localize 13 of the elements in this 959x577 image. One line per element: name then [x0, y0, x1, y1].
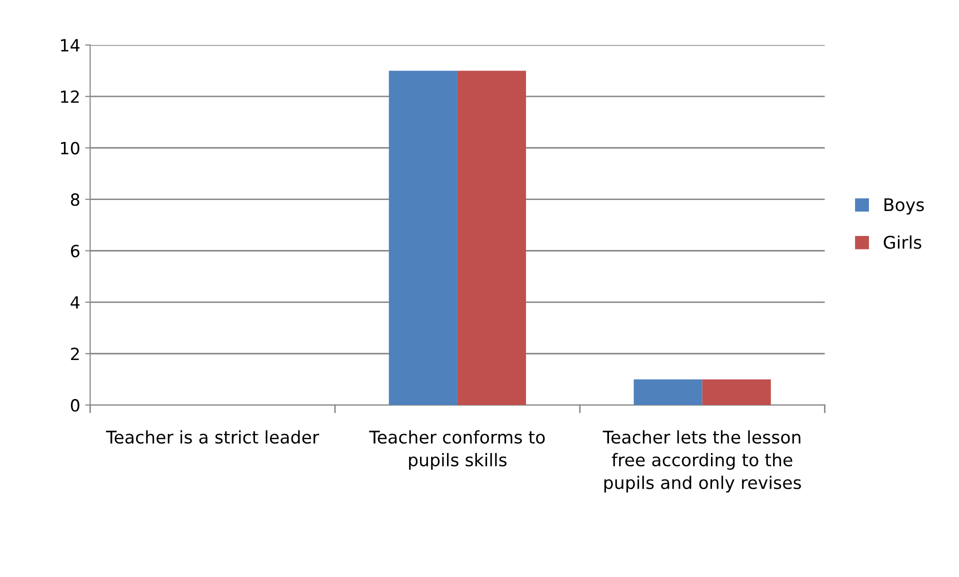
- y-tick-label: 6: [70, 244, 80, 258]
- y-tick-label: 2: [71, 348, 79, 360]
- y-tick-label: 10: [61, 142, 80, 154]
- y-tick-label: 0: [70, 399, 80, 412]
- y-tick-label: 4: [70, 296, 80, 309]
- x-tick-label: Teacher is a strict leader: [106, 430, 320, 444]
- legend-label: Boys: [884, 198, 924, 215]
- legend-label: Girls: [884, 235, 922, 249]
- y-tick-label: 8: [70, 193, 80, 206]
- x-tick-label: Teacher lets the lesson free according to the pupils and only revises: [602, 430, 801, 493]
- x-tick-label: Teacher conforms to pupils skills: [369, 430, 545, 470]
- y-tick-label: 12: [61, 90, 79, 103]
- y-tick-label: 14: [61, 39, 80, 52]
